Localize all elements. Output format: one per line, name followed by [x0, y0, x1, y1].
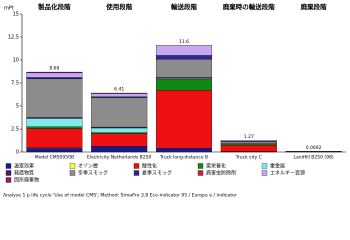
legend-label: 重金属: [270, 163, 285, 170]
bar-segment: [91, 133, 148, 147]
bar-segment: [26, 128, 83, 149]
page: {"chart_data": {"type": "stacked_bar", "…: [3, 2, 346, 199]
bar-segment: [220, 144, 277, 152]
legend-label: 冬季スモッグ: [78, 170, 108, 177]
bar-segment: [26, 72, 83, 78]
bar-segment: [155, 148, 213, 153]
footer: Analyse 1 p life cycle 'Use of model CMS…: [3, 193, 237, 199]
bar-segment: [91, 127, 148, 133]
bar-segment: [26, 77, 83, 80]
legend-label: オゾン層: [78, 164, 98, 170]
y-tick-label: 7.5: [11, 81, 19, 87]
stage-header: 輸送段階: [171, 2, 198, 11]
legend-label: 夏季スモッグ: [142, 170, 172, 177]
legend-label: 富栄養化: [206, 163, 226, 170]
legend-label: 病害虫防除剤: [206, 170, 236, 177]
stage-header: 製品化段階: [37, 2, 71, 11]
x-tick-label: Truck city C: [235, 155, 262, 161]
total-label: 6.41: [114, 87, 124, 93]
stage-header: 廃棄段階: [301, 2, 328, 11]
chart: mPt Analyse 1 p life cycle 'Use of model…: [3, 2, 346, 199]
legend-swatch: [5, 163, 12, 169]
y-tick-label: 12.5: [8, 35, 19, 41]
total-label: 1.27: [244, 134, 254, 140]
legend-label: 温室効果: [14, 163, 34, 170]
x-tick-label: Model CMS0950B: [35, 155, 74, 161]
legend-swatch: [133, 163, 140, 169]
y-tick-label: 5: [16, 104, 19, 110]
y-tick-label: 0: [16, 150, 19, 156]
legend-swatch: [69, 163, 76, 169]
x-tick-label: Electricity Netherlands B250: [87, 155, 151, 161]
bar-segment: [91, 146, 148, 153]
legend-swatch: [197, 170, 204, 176]
bar-segment: [220, 143, 277, 146]
legend-swatch: [197, 163, 204, 169]
y-tick-label: 2.5: [11, 127, 19, 133]
bar-segment: [26, 118, 83, 127]
bar-segment: [155, 55, 213, 60]
legend-label: エネルギー資源: [270, 170, 305, 177]
bar-segment: [220, 140, 277, 142]
bar-segment: [91, 93, 148, 97]
bar-segment: [220, 141, 277, 144]
legend-swatch: [261, 170, 268, 176]
stage-header: 使用段階: [105, 2, 133, 11]
legend-label: 発癌物質: [14, 170, 34, 177]
bar-segment: [26, 78, 83, 118]
bar-segment: [91, 97, 148, 128]
y-axis-label: mPt: [4, 6, 14, 12]
bar-segment: [155, 79, 213, 91]
legend-label: 酸性化: [142, 163, 157, 170]
x-tick-label: Truck long-distance B: [159, 155, 208, 161]
bar-segment: [26, 126, 83, 129]
legend-swatch: [133, 170, 140, 176]
legend-label: 固形廃棄物: [14, 177, 39, 184]
y-tick-label: 15: [13, 12, 19, 18]
x-tick-label: Landfill B250 (98): [294, 155, 334, 161]
legend-swatch: [261, 163, 268, 169]
total-label: 11.6: [179, 39, 189, 45]
bar-segment: [26, 148, 83, 153]
bar-segment: [155, 58, 213, 78]
y-tick-label: 10: [13, 58, 19, 64]
total-label: 0.0692: [306, 145, 322, 151]
bar-segment: [155, 90, 213, 149]
stage-header: 廃棄時の輸送段階: [223, 2, 276, 11]
bar-segment: [155, 45, 213, 56]
legend-swatch: [5, 177, 12, 183]
legend-swatch: [69, 170, 76, 176]
total-label: 8.69: [49, 66, 59, 72]
legend-swatch: [5, 170, 12, 176]
bar-segment: [26, 71, 83, 74]
